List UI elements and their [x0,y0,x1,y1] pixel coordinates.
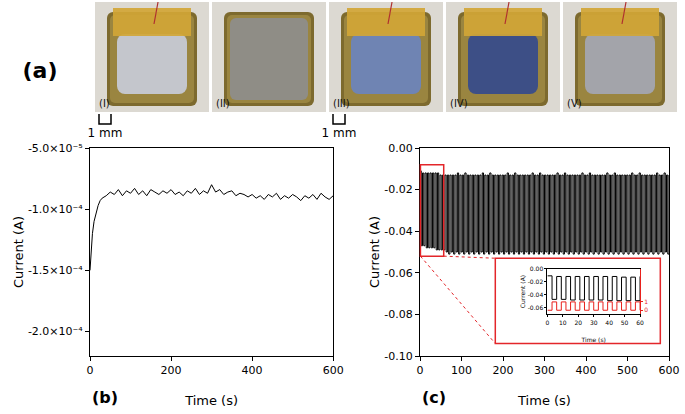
svg-text:600: 600 [659,364,680,377]
svg-text:600: 600 [323,364,344,377]
svg-text:-5.0×10⁻⁵: -5.0×10⁻⁵ [28,142,83,155]
svg-text:50: 50 [621,319,629,326]
svg-text:(III): (III) [333,98,350,109]
svg-text:200: 200 [493,364,514,377]
svg-text:-0.08: -0.08 [384,308,412,321]
svg-text:Time (s): Time (s) [517,393,571,408]
svg-text:-0.06: -0.06 [384,267,412,280]
svg-text:(II): (II) [216,98,230,109]
svg-text:0: 0 [644,306,648,313]
svg-text:Current (A): Current (A) [11,216,26,288]
svg-text:40: 40 [605,319,613,326]
svg-text:(b): (b) [92,388,118,407]
svg-text:30: 30 [590,319,598,326]
svg-text:1: 1 [644,298,648,305]
svg-text:0: 0 [87,364,94,377]
svg-text:200: 200 [161,364,182,377]
svg-text:-2.0×10⁻⁴: -2.0×10⁻⁴ [28,325,83,338]
svg-text:-0.02: -0.02 [528,278,544,285]
svg-text:1 mm: 1 mm [88,126,123,140]
svg-text:400: 400 [576,364,597,377]
svg-text:-1.5×10⁻⁴: -1.5×10⁻⁴ [28,264,83,277]
svg-text:500: 500 [617,364,638,377]
svg-text:(I): (I) [99,98,110,109]
svg-text:0.00: 0.00 [388,142,413,155]
svg-text:10: 10 [559,319,567,326]
svg-text:300: 300 [534,364,555,377]
svg-text:-0.02: -0.02 [384,183,412,196]
svg-text:100: 100 [451,364,472,377]
svg-text:0: 0 [545,319,549,326]
svg-text:60: 60 [636,319,644,326]
svg-text:-0.06: -0.06 [528,304,544,311]
svg-text:-0.04: -0.04 [528,291,544,298]
svg-text:Time (s): Time (s) [581,336,606,343]
svg-text:Current (A): Current (A) [367,216,382,288]
svg-text:Time (s): Time (s) [184,393,238,408]
svg-text:-0.04: -0.04 [384,225,412,238]
svg-text:(V): (V) [567,98,582,109]
svg-text:20: 20 [574,319,582,326]
svg-text:-0.10: -0.10 [384,350,412,363]
svg-text:-1.0×10⁻⁴: -1.0×10⁻⁴ [28,203,83,216]
svg-text:400: 400 [242,364,263,377]
svg-text:0.00: 0.00 [530,265,544,272]
svg-text:Current (A): Current (A) [519,275,526,308]
svg-text:(c): (c) [422,388,446,407]
svg-text:(IV): (IV) [450,98,468,109]
svg-text:(a): (a) [23,58,58,83]
svg-text:0: 0 [417,364,424,377]
svg-text:1 mm: 1 mm [322,126,357,140]
